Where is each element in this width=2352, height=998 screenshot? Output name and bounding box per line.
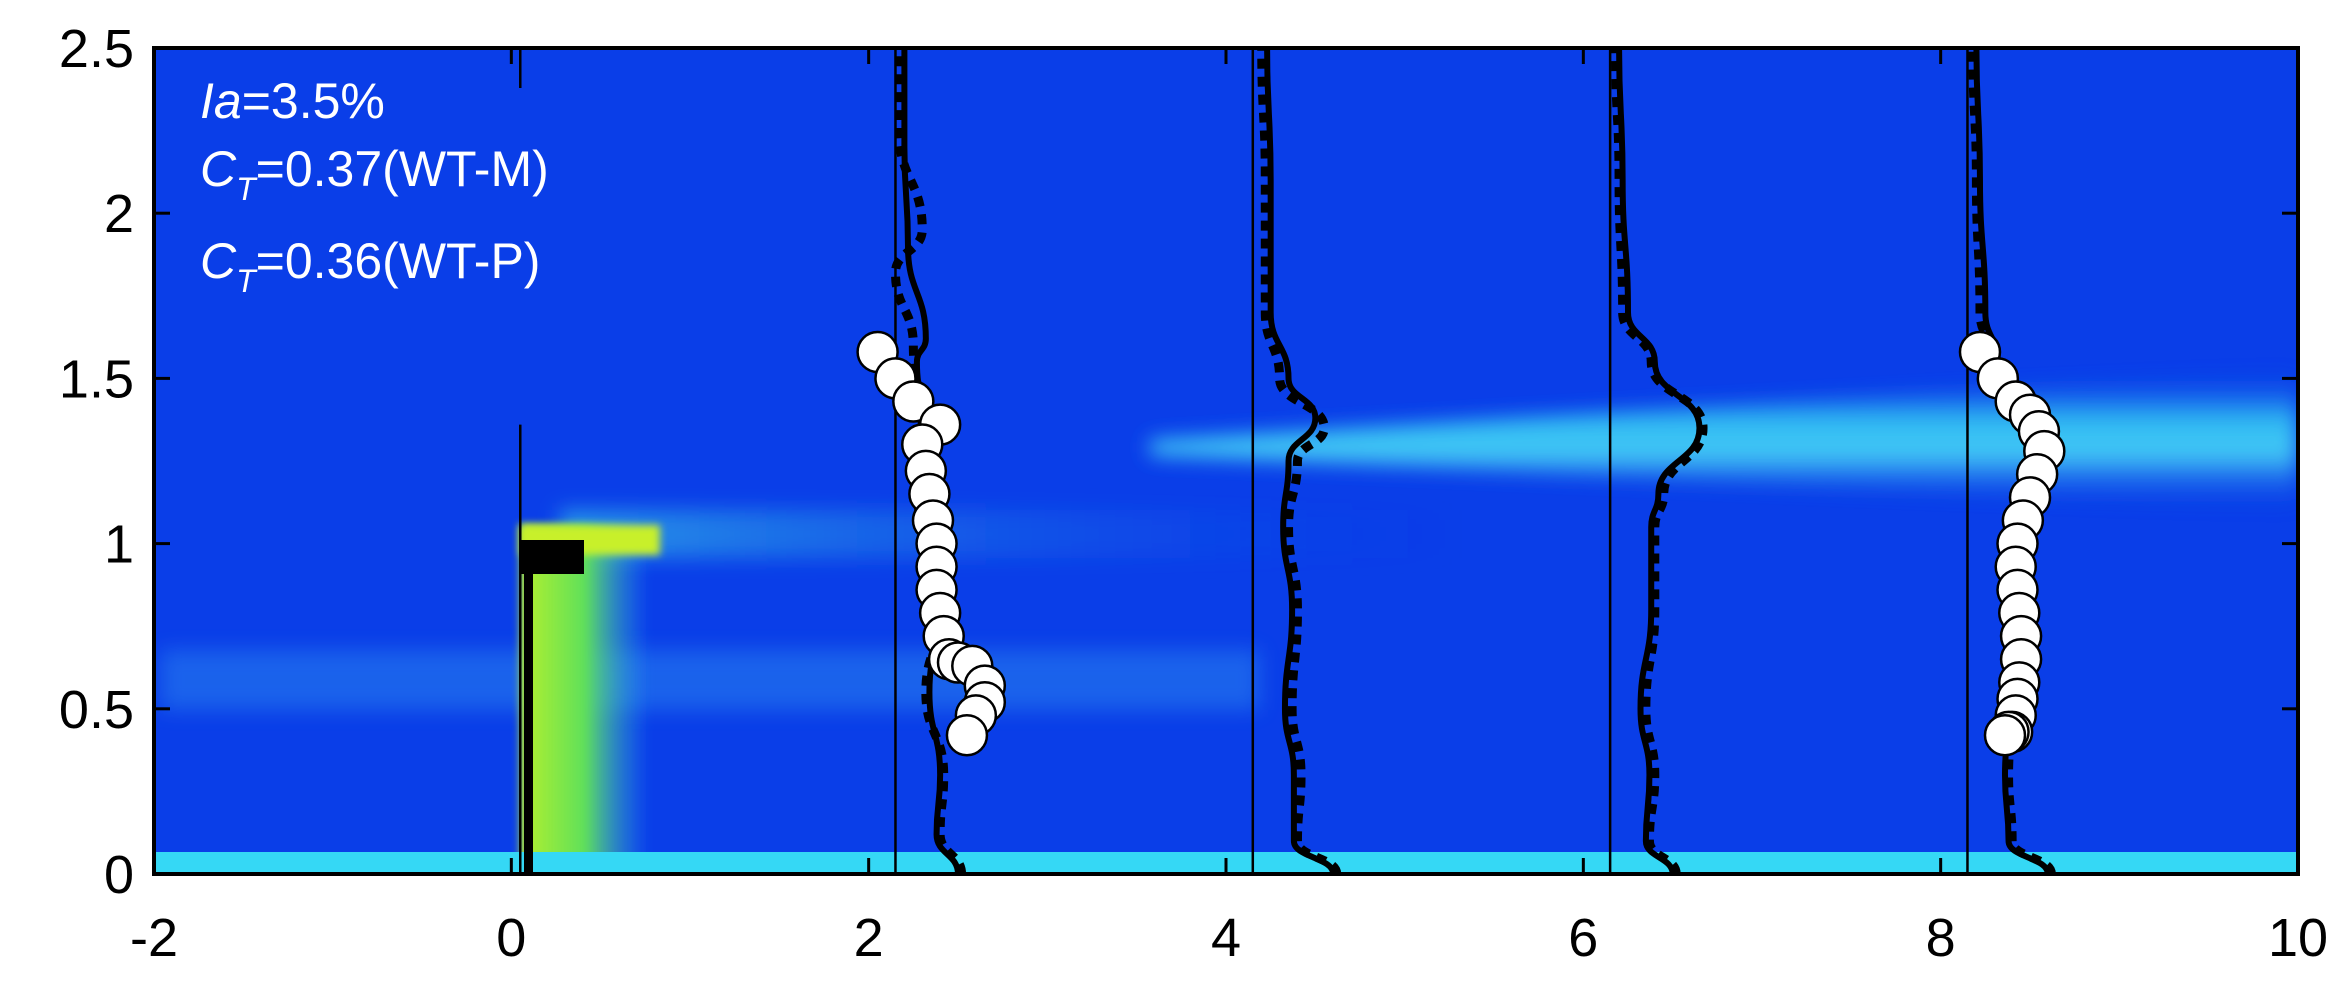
wt-p-profile-line: [1610, 47, 1708, 875]
x-tick-label: 6: [1568, 908, 1598, 968]
profile-baselines: [519, 48, 1969, 874]
y-tick-label: 2: [104, 184, 134, 244]
x-axis: -2 0 2 4 6 8 10: [130, 48, 2328, 968]
turbine-tower: [524, 540, 533, 874]
turbine-nacelle: [520, 540, 584, 574]
y-axis: 0 0.5 1 1.5 2 2.5: [59, 19, 2298, 905]
y-tick-label: 1.5: [59, 349, 134, 409]
y-tick-label: 0: [104, 845, 134, 905]
y-tick-label: 1: [104, 515, 134, 575]
y-tick-label: 0.5: [59, 680, 134, 740]
x-tick-label: -2: [130, 908, 178, 968]
x-tick-label: 2: [854, 908, 884, 968]
ia-annotation: Ia=3.5%: [200, 73, 385, 129]
measurement-marker: [945, 713, 989, 757]
wt-m-profile-line: [1616, 47, 1703, 875]
x-tick-label: 8: [1926, 908, 1956, 968]
measurement-markers: [856, 330, 2066, 757]
ct-wt-p-annotation: CT=0.36(WT-P): [200, 233, 540, 299]
x-tick-label: 0: [496, 908, 526, 968]
near-wake-zone: [520, 525, 650, 870]
measurement-marker: [892, 380, 935, 423]
x-tick-label: 4: [1211, 908, 1241, 968]
y-tick-label: 2.5: [59, 19, 134, 79]
x-tick-label: 10: [2268, 908, 2328, 968]
hub-wake-streak: [560, 510, 1460, 558]
measurement-marker: [1983, 713, 2027, 757]
ct-wt-m-annotation: CT=0.37(WT-M): [200, 141, 549, 207]
mid-wake-streak: [160, 650, 1260, 710]
wt-m-profile-line: [1264, 47, 1337, 875]
contour-field: [154, 370, 2298, 874]
wt-p-profile-line: [890, 48, 967, 875]
